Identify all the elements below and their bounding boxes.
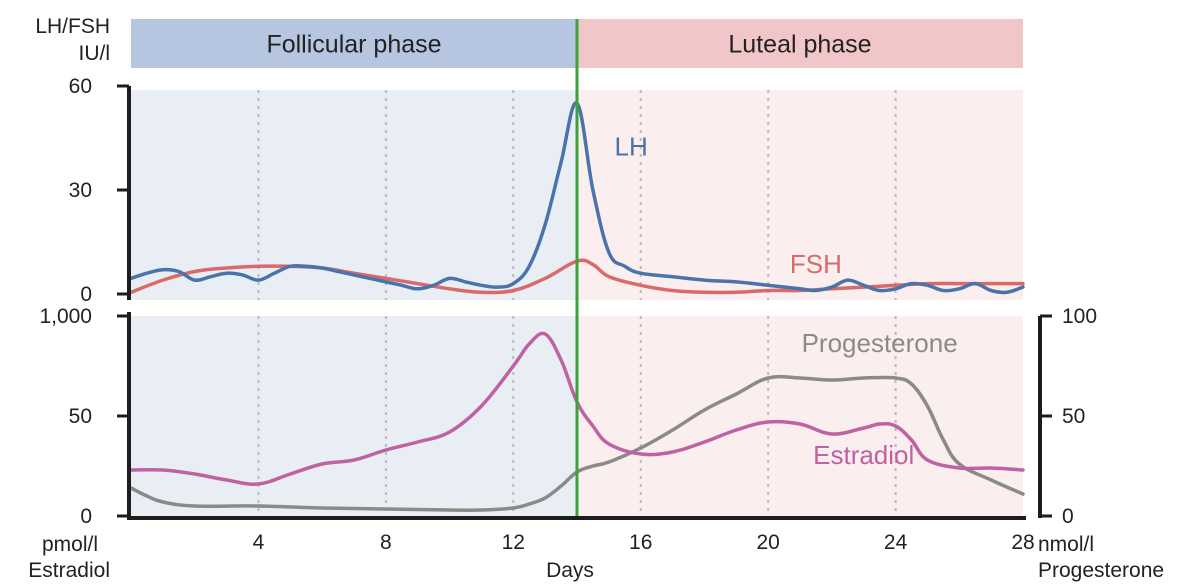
bottom-right-y-tick-label: 50 <box>1062 405 1085 428</box>
top-y-label-line2: IU/l <box>79 42 111 65</box>
bottom-right-y-label: Progesterone <box>1038 559 1164 582</box>
top-luteal-background <box>577 90 1023 300</box>
follicular-phase-label: Follicular phase <box>266 31 441 59</box>
fsh-label: FSH <box>790 249 842 279</box>
x-tick-label: 4 <box>253 531 265 554</box>
x-tick-label: 16 <box>629 531 652 554</box>
series-layer <box>129 19 1025 518</box>
progesterone-line <box>129 374 1025 512</box>
series-labels: LH FSH Progesterone Estradiol <box>615 131 958 470</box>
luteal-phase-band <box>577 19 1023 68</box>
bottom-left-y-label: Estradiol <box>28 559 110 582</box>
bottom-right-y-unit: nmol/l <box>1038 533 1094 556</box>
progesterone-label: Progesterone <box>802 328 958 358</box>
bottom-left-y-tick-label: 1,000 <box>39 305 92 328</box>
x-tick-label: 28 <box>1011 531 1034 554</box>
lh-label: LH <box>615 131 648 161</box>
top-y-tick-label: 30 <box>69 179 92 202</box>
lh-line <box>129 101 1025 295</box>
bottom-right-y-tick-label: 0 <box>1062 505 1074 528</box>
top-y-tick-label: 60 <box>69 75 92 98</box>
bottom-right-y-tick-label: 100 <box>1062 305 1097 328</box>
bottom-left-y-tick-label: 0 <box>80 505 92 528</box>
estradiol-label: Estradiol <box>813 440 914 470</box>
bottom-luteal-background <box>577 316 1023 518</box>
bottom-left-y-unit: pmol/l <box>42 533 98 556</box>
luteal-phase-label: Luteal phase <box>728 31 871 59</box>
bottom-follicular-background <box>131 316 577 518</box>
top-y-label-line1: LH/FSH <box>35 15 110 38</box>
bottom-left-y-tick-label: 50 <box>69 405 92 428</box>
x-tick-label: 12 <box>502 531 525 554</box>
estradiol-line <box>129 331 1025 486</box>
top-follicular-background <box>131 90 577 300</box>
x-tick-label: 20 <box>756 531 779 554</box>
x-axis-label: Days <box>546 559 594 582</box>
x-tick-label: 8 <box>380 531 392 554</box>
top-y-tick-label: 0 <box>80 283 92 306</box>
x-tick-label: 24 <box>884 531 908 554</box>
follicular-phase-band <box>131 19 577 68</box>
